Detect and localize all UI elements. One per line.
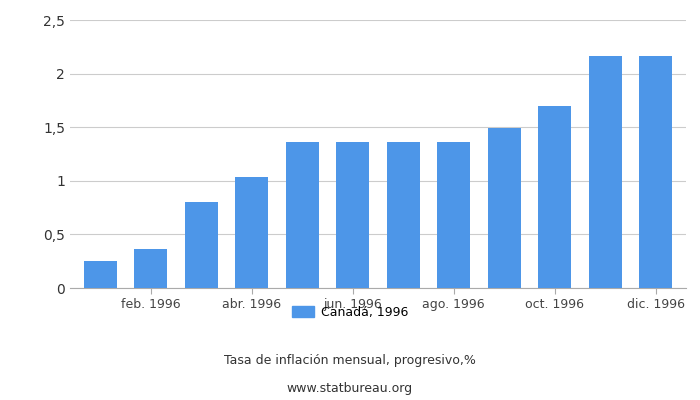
- Bar: [235, 176, 268, 288]
- Bar: [286, 142, 318, 288]
- Legend: Canadá, 1996: Canadá, 1996: [287, 301, 413, 324]
- Bar: [185, 202, 218, 288]
- Bar: [134, 250, 167, 288]
- Bar: [538, 106, 571, 288]
- Bar: [387, 142, 420, 288]
- Bar: [84, 261, 117, 288]
- Bar: [336, 142, 369, 288]
- Bar: [639, 56, 672, 288]
- Bar: [488, 128, 521, 288]
- Bar: [438, 142, 470, 288]
- Bar: [589, 56, 622, 288]
- Text: www.statbureau.org: www.statbureau.org: [287, 382, 413, 395]
- Text: Tasa de inflación mensual, progresivo,%: Tasa de inflación mensual, progresivo,%: [224, 354, 476, 367]
